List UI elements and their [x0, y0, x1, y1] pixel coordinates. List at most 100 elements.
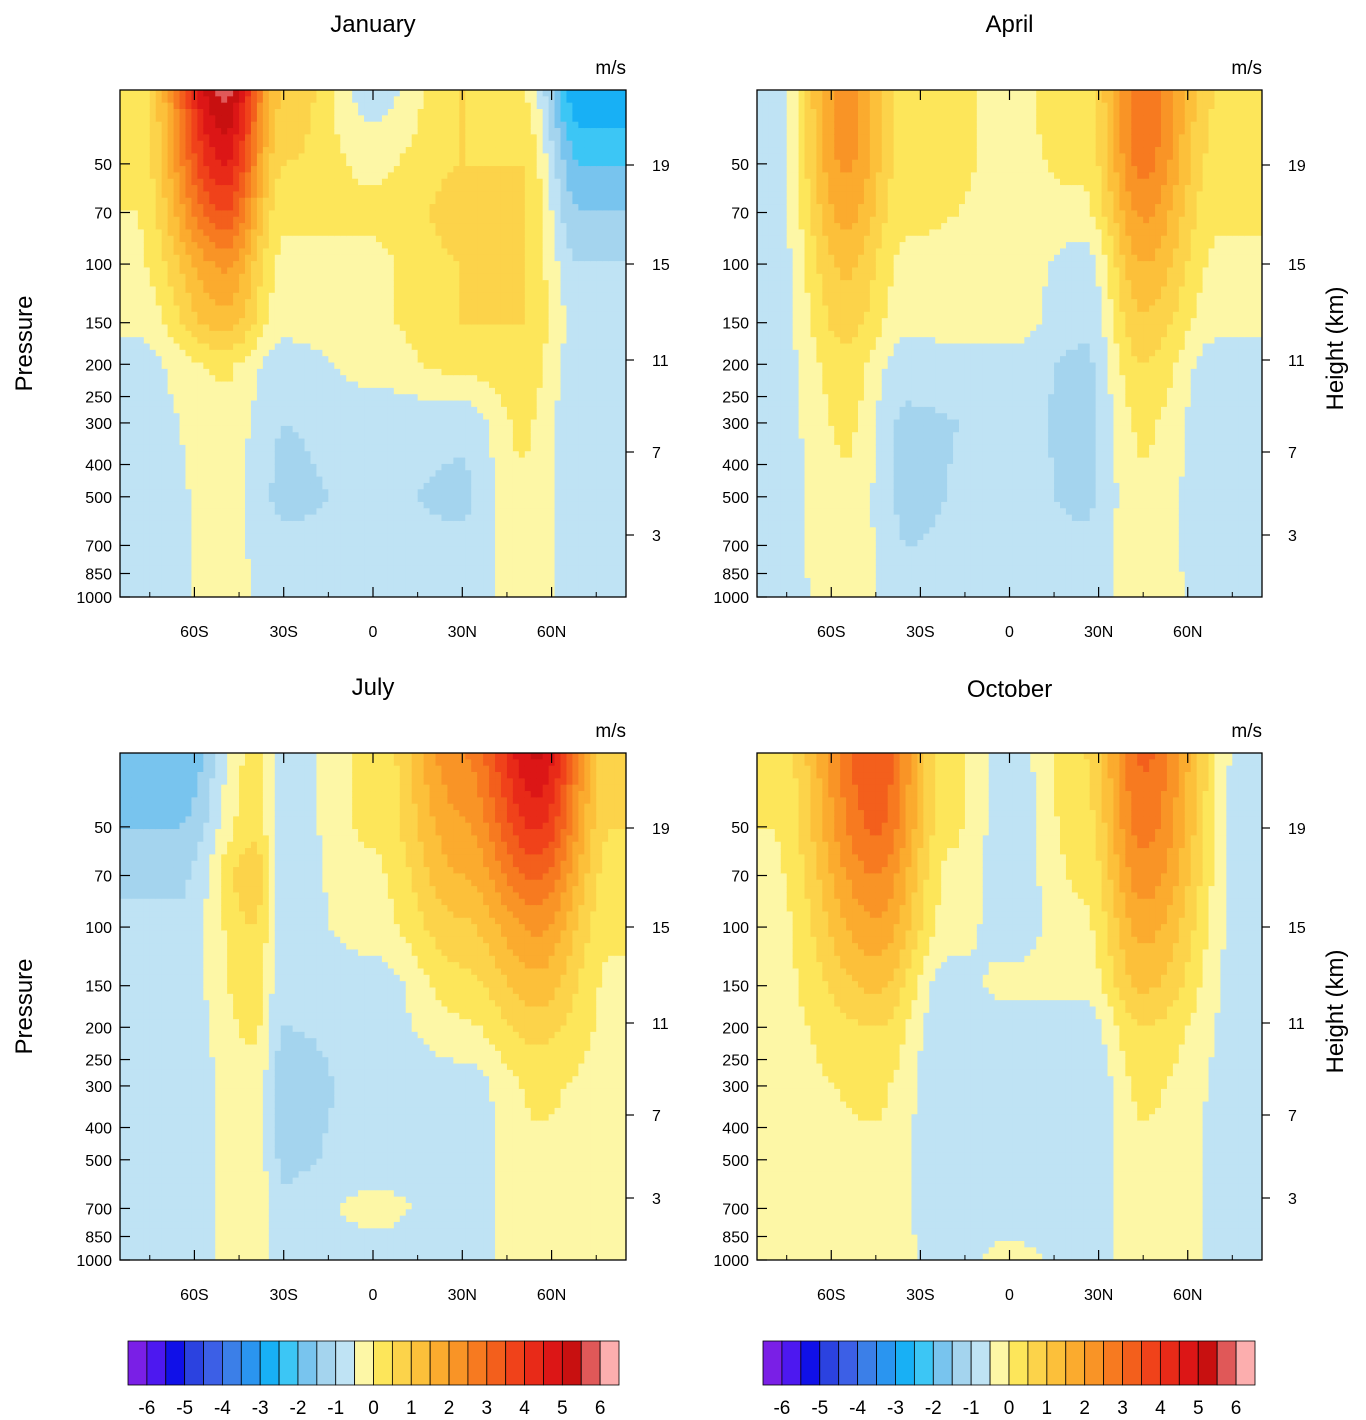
contour-cell	[447, 318, 454, 326]
contour-cell	[405, 330, 413, 338]
contour-cell	[352, 444, 359, 452]
contour-cell	[423, 533, 431, 541]
contour-cell	[465, 444, 472, 452]
contour-cell	[459, 210, 466, 218]
contour-cell	[435, 432, 443, 440]
contour-cell	[322, 577, 329, 585]
contour-cell	[167, 527, 175, 535]
contour-cell	[239, 571, 246, 579]
contour-cell	[215, 235, 222, 243]
contour-cell	[459, 153, 466, 161]
contour-cell	[417, 571, 425, 579]
contour-cell	[197, 229, 204, 237]
contour-cell	[167, 229, 175, 237]
contour-cell	[233, 197, 240, 205]
contour-cell	[483, 128, 490, 135]
contour-cell	[483, 166, 490, 173]
contour-cell	[411, 501, 419, 509]
contour-cell	[262, 476, 270, 484]
contour-cell	[262, 254, 270, 262]
contour-cell	[203, 400, 210, 408]
contour-cell	[292, 305, 300, 313]
contour-cell	[477, 425, 484, 433]
contour-cell	[149, 166, 157, 173]
contour-cell	[191, 406, 198, 414]
contour-cell	[292, 330, 300, 338]
contour-cell	[423, 178, 431, 186]
contour-cell	[227, 102, 234, 110]
contour-cell	[131, 159, 139, 167]
contour-cell	[411, 235, 419, 243]
contour-cell	[179, 482, 187, 490]
contour-cell	[399, 495, 407, 503]
contour-cell	[245, 128, 252, 135]
contour-cell	[143, 375, 151, 383]
contour-cell	[161, 419, 169, 427]
contour-cell	[316, 482, 323, 490]
contour-cell	[453, 387, 460, 395]
contour-cell	[322, 223, 329, 231]
contour-cell	[411, 153, 419, 161]
contour-cell	[173, 280, 181, 288]
contour-cell	[185, 343, 193, 351]
contour-cell	[358, 223, 365, 231]
contour-cell	[250, 96, 258, 104]
contour-cell	[268, 343, 276, 351]
contour-cell	[393, 457, 401, 465]
contour-cell	[268, 571, 276, 579]
contour-cell	[465, 438, 472, 446]
contour-cell	[334, 280, 341, 288]
contour-cell	[352, 223, 359, 231]
contour-cell	[120, 362, 127, 370]
contour-cell	[441, 482, 449, 490]
contour-cell	[465, 546, 472, 554]
contour-cell	[203, 419, 210, 427]
contour-cell	[125, 109, 133, 116]
contour-cell	[120, 128, 127, 135]
contour-cell	[477, 413, 484, 421]
contour-cell	[250, 102, 258, 110]
contour-cell	[280, 223, 288, 231]
contour-cell	[423, 406, 431, 414]
contour-cell	[310, 425, 318, 433]
contour-cell	[375, 413, 383, 421]
contour-cell	[262, 159, 270, 167]
contour-cell	[417, 115, 425, 123]
contour-cell	[358, 343, 365, 351]
contour-cell	[381, 248, 389, 256]
contour-cell	[393, 172, 401, 180]
contour-cell	[227, 280, 234, 288]
contour-cell	[399, 444, 407, 452]
contour-cell	[370, 166, 377, 173]
contour-cell	[340, 267, 347, 275]
contour-cell	[316, 330, 323, 338]
contour-cell	[298, 273, 306, 281]
contour-cell	[459, 248, 466, 256]
contour-cell	[465, 109, 472, 116]
contour-cell	[173, 368, 181, 376]
contour-cell	[161, 330, 169, 338]
contour-cell	[393, 280, 401, 288]
contour-cell	[346, 438, 353, 446]
contour-cell	[149, 552, 157, 560]
contour-cell	[179, 406, 187, 414]
contour-cell	[310, 185, 318, 192]
contour-cell	[375, 299, 383, 307]
contour-cell	[489, 115, 496, 123]
contour-cell	[239, 508, 246, 516]
contour-cell	[328, 134, 335, 142]
contour-cell	[370, 533, 377, 541]
contour-cell	[143, 223, 151, 231]
contour-cell	[131, 577, 139, 585]
contour-cell	[417, 539, 425, 547]
contour-cell	[340, 419, 347, 427]
contour-cell	[143, 362, 151, 370]
contour-cell	[250, 470, 258, 478]
contour-cell	[131, 476, 139, 484]
contour-cell	[477, 292, 484, 300]
contour-cell	[137, 134, 145, 142]
contour-cell	[465, 324, 472, 332]
contour-cell	[137, 273, 145, 281]
contour-cell	[381, 558, 389, 566]
contour-cell	[167, 558, 175, 566]
